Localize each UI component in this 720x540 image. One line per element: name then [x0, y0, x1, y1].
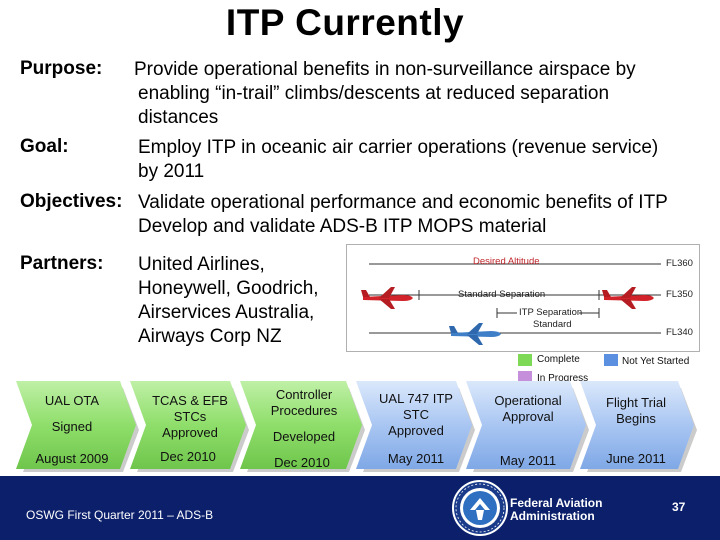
standard-separation-label: Standard Separation [458, 289, 546, 300]
milestone-line: STC [403, 407, 429, 422]
milestone-line: UAL 747 ITP [379, 391, 453, 406]
complete-legend-label: Complete [537, 354, 580, 365]
blue-aircraft-icon [449, 323, 501, 345]
agency-line: Federal Aviation [510, 496, 603, 510]
milestone-flight-trial-chevron [580, 381, 697, 472]
itp-separation-label: ITP Separation [519, 307, 583, 318]
milestone-line: Approved [162, 425, 218, 440]
purpose-line: distances [138, 107, 219, 128]
goal-text: Employ ITP in oceanic air carrier operat… [138, 136, 698, 184]
milestone-line: Operational [494, 393, 562, 408]
milestone-operational-approval-label: Operational Approval [476, 393, 580, 425]
red-aircraft-right-icon [602, 287, 654, 309]
milestone-controller-procedures-label: Controller Procedures [252, 387, 356, 419]
partner-line: Honeywell, Goodrich, [138, 278, 319, 299]
milestone-ual-747-stc-chevron [356, 381, 475, 472]
partner-line: United Airlines, [138, 254, 265, 275]
faa-agency-name: Federal Aviation Administration [510, 497, 602, 523]
itp-diagram: Desired Altitude Standard Separation ITP… [346, 244, 700, 352]
milestone-line: Flight Trial [606, 395, 666, 410]
in-progress-legend-label: In Progress [537, 373, 589, 384]
objectives-line: Develop and validate ADS-B ITP MOPS mate… [138, 216, 547, 237]
milestone-ual-747-stc-label: UAL 747 ITP STC Approved [366, 391, 466, 439]
in-progress-swatch [518, 371, 532, 383]
milestone-operational-approval-chevron [466, 381, 589, 472]
purpose-text: Provide operational benefits in non-surv… [134, 58, 694, 130]
itp-diagram-graphic [361, 263, 661, 345]
purpose-label: Purpose: [20, 58, 103, 79]
milestone-controller-procedures-chevron [240, 381, 365, 472]
milestone-ual-ota-status: Signed [51, 419, 93, 434]
fl350-label: FL350 [666, 289, 693, 300]
milestone-controller-procedures-date: Dec 2010 [274, 455, 330, 470]
milestone-tcas-efb-chevron [130, 381, 249, 472]
milestone-ual-ota-label: UAL OTA [22, 393, 122, 409]
partner-line: Airservices Australia, [138, 302, 315, 323]
milestone-ual-ota-date: August 2009 [35, 451, 109, 466]
partner-line: Airways Corp NZ [138, 326, 282, 347]
milestone-line: STCs [173, 409, 207, 424]
fl340-label: FL340 [666, 327, 693, 338]
desired-altitude-label: Desired Altitude [473, 256, 540, 267]
objectives-line: Validate operational performance and eco… [138, 192, 668, 213]
goal-label: Goal: [20, 136, 69, 157]
milestone-timeline: UAL OTA Signed August 2009 TCAS & EFB ST… [16, 381, 704, 473]
milestone-line: Approval [502, 409, 554, 424]
footer-presentation-label: OSWG First Quarter 2011 – ADS-B [26, 508, 214, 522]
faa-seal-icon [452, 480, 508, 536]
goal-line: Employ ITP in oceanic air carrier operat… [138, 137, 659, 158]
milestone-tcas-efb-date: Dec 2010 [160, 449, 216, 464]
milestone-line: Begins [616, 411, 656, 426]
milestone-line: Controller [275, 387, 333, 402]
milestone-flight-trial-date: June 2011 [606, 451, 666, 466]
milestone-ual-ota-chevron [16, 381, 139, 472]
milestone-ual-747-stc-date: May 2011 [387, 451, 445, 466]
objectives-label: Objectives: [20, 191, 123, 212]
agency-line: Administration [510, 509, 595, 523]
milestone-tcas-efb-label: TCAS & EFB STCs Approved [138, 393, 242, 441]
milestone-line: Approved [388, 423, 444, 438]
complete-swatch [518, 354, 532, 366]
timeline-chevrons [16, 381, 697, 472]
footer-bar [0, 476, 720, 540]
milestone-flight-trial-label: Flight Trial Begins [586, 395, 686, 427]
page-number: 37 [672, 500, 686, 514]
milestone-operational-approval-date: May 2011 [499, 453, 557, 468]
partners-label: Partners: [20, 253, 104, 274]
goal-line: by 2011 [138, 161, 205, 182]
milestone-line: TCAS & EFB [152, 393, 228, 408]
milestone-line: UAL OTA [44, 393, 100, 408]
objectives-text: Validate operational performance and eco… [138, 191, 708, 239]
milestone-controller-procedures-status: Developed [272, 429, 336, 444]
milestone-line: Procedures [270, 403, 338, 418]
not-yet-started-swatch [604, 354, 618, 366]
not-yet-started-legend-label: Not Yet Started [622, 356, 690, 367]
itp-separation-standard-label: Standard [533, 319, 572, 330]
page-title: ITP Currently [225, 2, 465, 43]
purpose-line: enabling “in-trail” climbs/descents at r… [138, 83, 610, 104]
partners-text: United Airlines, Honeywell, Goodrich, Ai… [138, 253, 348, 349]
purpose-line: Provide operational benefits in non-surv… [134, 59, 636, 80]
fl360-label: FL360 [666, 258, 693, 269]
red-aircraft-left-icon [361, 287, 413, 309]
